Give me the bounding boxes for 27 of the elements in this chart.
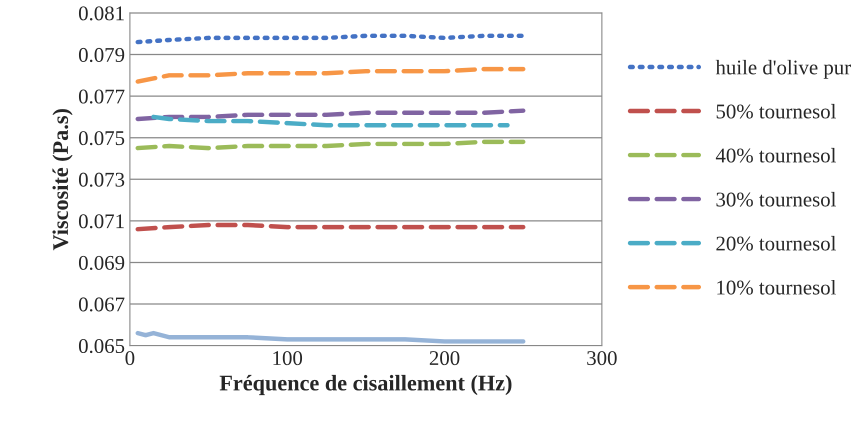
x-tick-label: 100 — [273, 351, 302, 366]
y-tick-label: 0.067 — [78, 297, 124, 312]
x-axis-title: Fréquence de cisaillement (Hz) — [220, 374, 512, 396]
x-tick-label: 200 — [430, 351, 460, 366]
y-tick-label: 0.079 — [78, 48, 124, 62]
line-series — [151, 114, 510, 128]
line-series — [136, 34, 526, 44]
y-tick-label: 0.081 — [78, 6, 124, 20]
y-tick-label: 0.075 — [78, 131, 124, 146]
y-tick-label: 0.077 — [78, 89, 124, 104]
y-axis-title: Viscosité (Pa.s) — [52, 109, 73, 250]
y-tick-label: 0.069 — [78, 256, 124, 270]
x-tick-label: 300 — [587, 351, 617, 366]
line-series — [136, 66, 526, 84]
x-tick-label: 0 — [125, 351, 134, 366]
y-tick-label: 0.065 — [78, 338, 124, 354]
y-tick-label: 0.071 — [78, 214, 124, 228]
legend-label: 20% tournesol — [716, 236, 836, 251]
line-series — [136, 330, 526, 344]
line-series — [136, 140, 526, 150]
legend-label: 10% tournesol — [717, 280, 836, 295]
legend-label: huile d'olive pur — [716, 60, 851, 79]
y-tick-label: 0.073 — [78, 172, 124, 187]
line-series — [136, 108, 526, 122]
legend-label: 40% tournesol — [716, 148, 836, 163]
legend-label: 50% tournesol — [716, 104, 836, 119]
legend-label: 30% tournesol — [716, 192, 836, 207]
